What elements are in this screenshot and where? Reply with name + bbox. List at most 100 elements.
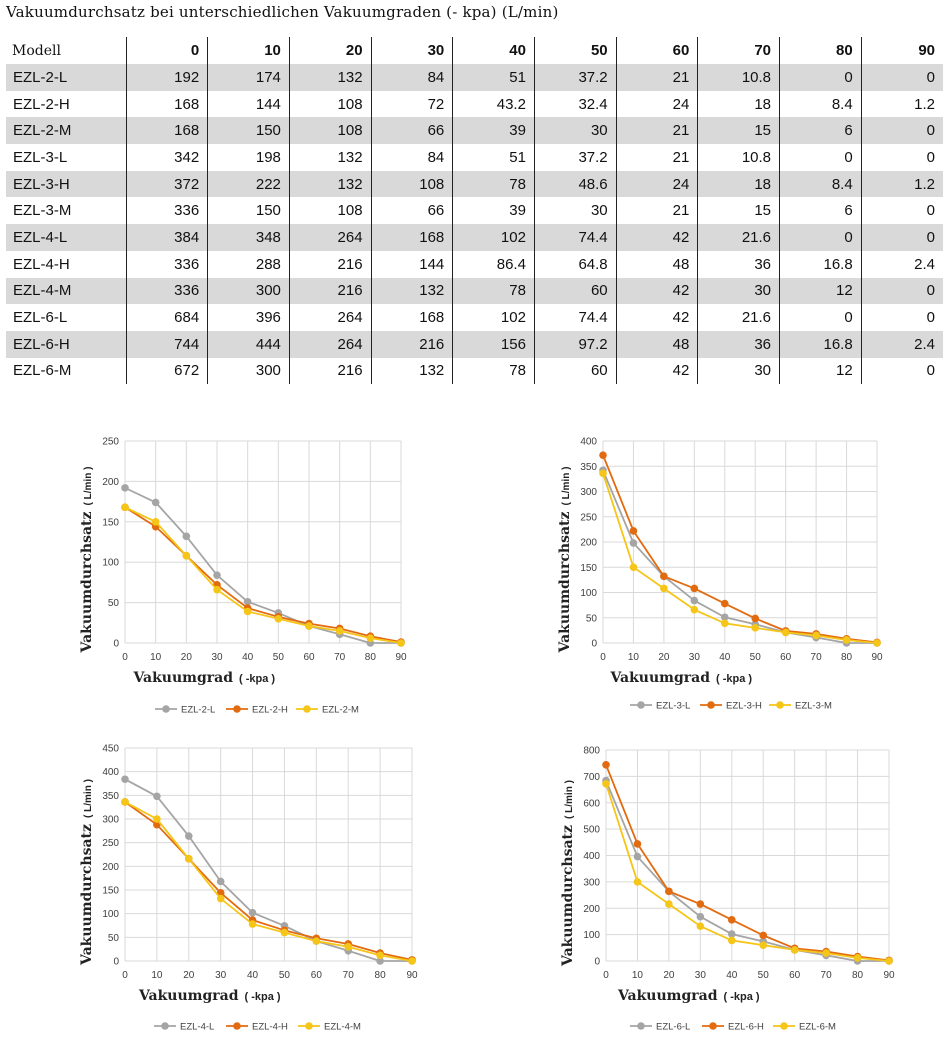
flow-value-cell: 108	[288, 90, 372, 118]
x-tick-label: 40	[247, 970, 259, 981]
legend-marker	[637, 1022, 645, 1030]
series-ezl-3-h	[599, 451, 881, 647]
data-point	[344, 943, 353, 951]
y-tick-label: 250	[102, 838, 119, 849]
table-row: EZL-2-M 168 150 108 66 39 30 21 15 6 0	[6, 117, 943, 145]
model-name-cell: EZL-3-L	[13, 148, 68, 166]
series-ezl-4-l	[121, 775, 416, 965]
x-axis-unit: ( -kpa )	[724, 991, 760, 1003]
data-point	[153, 792, 161, 801]
y-tick-label: 400	[102, 767, 119, 778]
flow-value-cell: 384	[125, 224, 208, 251]
series-ezl-4-h	[121, 798, 416, 964]
data-point	[759, 931, 768, 940]
data-point	[853, 954, 862, 962]
flow-value-cell: 30	[697, 277, 780, 305]
flow-value-cell: 8.4	[779, 170, 862, 198]
flow-value-cell: 6	[779, 117, 862, 145]
data-point	[629, 527, 638, 535]
data-point	[305, 622, 313, 630]
model-name-cell: EZL-6-M	[13, 362, 72, 380]
flow-value-cell: 108	[288, 197, 372, 225]
series-line	[602, 454, 878, 644]
flow-value-cell: 24	[615, 170, 698, 198]
model-name-cell: EZL-4-M	[6, 277, 127, 305]
x-tick-label: 40	[242, 652, 254, 663]
data-point	[696, 900, 705, 908]
flow-value-cell: 0	[860, 117, 943, 145]
legend-label: EZL-3-L	[656, 701, 690, 712]
table-row: EZL-3-H 372 222 132 108 78 48.6 24 18 8.4 1.2	[6, 170, 943, 198]
flow-value-cell: 97.2	[533, 330, 617, 358]
flow-value-cell: 132	[288, 170, 372, 198]
chart-svg: 0 50 100 150 200 250 0 10 20 30 40 50 60 70 80 90 Vakuum…	[79, 437, 407, 716]
flow-value-cell: 672	[125, 357, 208, 385]
x-tick-label: 50	[279, 970, 291, 981]
flow-value-cell: 2.4	[860, 250, 943, 278]
series-ezl-2-l	[121, 484, 405, 647]
gridlines	[124, 440, 402, 644]
model-name-cell: EZL-4-H	[13, 255, 70, 273]
flow-value-cell: 30	[533, 197, 617, 225]
flow-value-cell: 16.8	[779, 330, 862, 358]
series-line	[602, 469, 877, 644]
flow-value-cell: 51	[452, 144, 535, 171]
flow-value-cell: 1.2	[860, 170, 943, 198]
y-tick-label: 0	[591, 639, 597, 650]
data-point	[665, 900, 673, 908]
legend-marker	[780, 1022, 788, 1030]
legend-marker	[162, 705, 170, 713]
flow-value-cell: 102	[452, 304, 535, 331]
data-point	[696, 912, 705, 921]
flow-value-cell: 21.6	[697, 224, 780, 251]
legend-label: EZL-4-L	[180, 1022, 214, 1033]
flow-value-cell: 60	[533, 357, 617, 385]
y-tick-label: 350	[580, 462, 597, 473]
data-point	[408, 957, 416, 965]
x-tick-label: 10	[632, 970, 644, 981]
series-line	[124, 801, 413, 961]
x-tick-label: 10	[151, 970, 163, 981]
y-axis-title: Vakuumdurchsatz	[79, 824, 95, 966]
table-row: EZL-2-L 192 174 132 84 51 37.2 21 10.8 0 0	[6, 64, 943, 91]
flow-value-cell: 36	[697, 330, 780, 358]
legend-label: EZL-2-H	[252, 705, 288, 716]
y-axis-unit: ( L/min )	[561, 467, 572, 506]
y-tick-label: 300	[580, 487, 597, 498]
data-point	[885, 957, 893, 965]
legend-label: EZL-4-M	[324, 1022, 361, 1033]
column-header-60: 60	[615, 37, 698, 64]
model-name-cell: EZL-2-L	[6, 64, 127, 91]
column-header-modell: Modell	[12, 42, 61, 59]
data-point	[696, 922, 705, 930]
data-point	[151, 518, 160, 526]
model-name-cell: EZL-6-H	[6, 330, 127, 358]
x-tick-label: 90	[406, 970, 418, 981]
data-point	[280, 928, 289, 937]
x-tick-label: 60	[789, 970, 801, 981]
chart-legend: EZL-6-L EZL-6-H EZL-6-M	[630, 1022, 836, 1033]
flow-value-cell: 0	[779, 64, 862, 91]
flow-value-cell: 336	[125, 250, 208, 278]
data-point	[629, 563, 638, 572]
flow-value-cell: 0	[860, 197, 943, 225]
flow-value-cell: 18	[697, 170, 780, 198]
data-point	[751, 624, 760, 632]
legend-label: EZL-3-M	[795, 701, 832, 712]
flow-value-cell: 24	[615, 90, 698, 118]
flow-value-cell: 12	[779, 277, 862, 305]
table-row: EZL-6-M 672 300 216 132 78 60 42 30 12 0	[6, 357, 943, 385]
data-point	[812, 631, 820, 640]
y-tick-label: 300	[102, 815, 119, 826]
x-tick-label: 20	[181, 652, 193, 663]
x-tick-label: 80	[375, 970, 387, 981]
x-tick-label: 90	[871, 652, 883, 663]
y-tick-label: 300	[583, 877, 600, 888]
y-tick-label: 200	[102, 477, 119, 488]
legend-label: EZL-3-H	[726, 701, 762, 712]
y-tick-label: 200	[580, 538, 597, 549]
data-point	[121, 484, 129, 492]
series-line	[124, 506, 402, 643]
y-tick-label: 100	[102, 909, 119, 920]
flow-value-cell: 264	[288, 330, 372, 358]
